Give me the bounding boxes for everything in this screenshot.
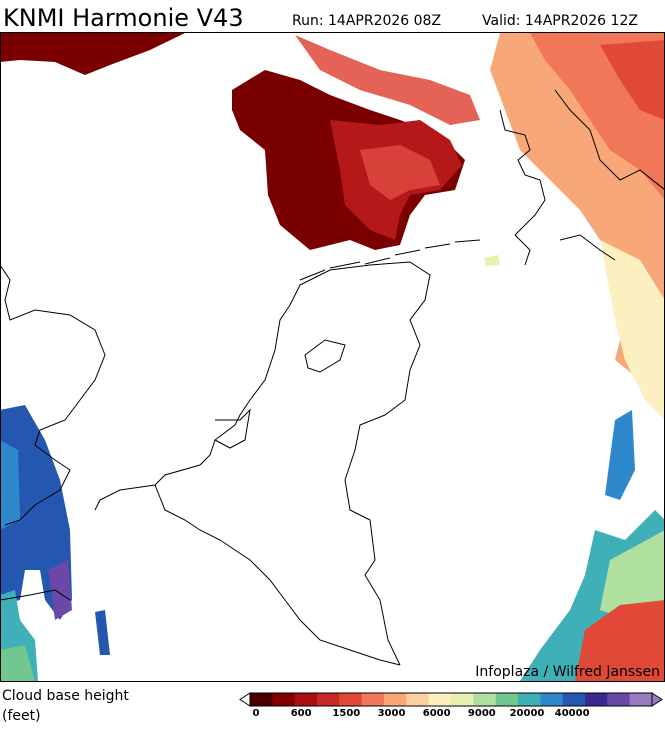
map: Infoplaza / Wilfred Janssen (0, 32, 665, 682)
colorbar-swatch (451, 693, 474, 706)
colorbar-swatch (406, 693, 429, 706)
valid-time: Valid: 14APR2026 12Z (482, 13, 638, 29)
colorbar-swatch (540, 693, 563, 706)
colorbar-tick-label: 0 (253, 708, 260, 719)
colorbar-swatch (339, 693, 362, 706)
colorbar-tick-label: 6000 (423, 708, 451, 719)
cloud-area (1, 645, 35, 681)
colorbar-swatch (384, 693, 407, 706)
coastlines (1, 89, 664, 666)
cloud-area (600, 40, 664, 120)
credit: Infoplaza / Wilfred Janssen (475, 664, 660, 680)
colorbar-tick-label: 9000 (468, 708, 496, 719)
legend-label: Cloud base height (2, 688, 129, 704)
colorbar-swatch (495, 693, 519, 706)
colorbar: 0 600 1500 3000 6000 9000 20000 40000 (239, 692, 663, 719)
cloud-area (95, 610, 110, 655)
cloud-area (605, 410, 635, 500)
colorbar-swatch (629, 693, 653, 706)
cloud-area (600, 530, 664, 620)
run-time: Run: 14APR2026 08Z (292, 13, 441, 29)
colorbar-tick-label: 40000 (555, 708, 590, 719)
cloud-area (1, 405, 72, 620)
cloud-area (295, 35, 480, 125)
colorbar-tick-label: 1500 (332, 708, 360, 719)
cloud-area (575, 600, 664, 681)
cloud-area (600, 240, 664, 419)
colorbar-swatch (562, 693, 586, 706)
legend-unit: (feet) (2, 708, 41, 724)
colorbar-swatch (428, 693, 452, 706)
cloud-area (1, 33, 185, 75)
colorbar-frame (249, 692, 653, 707)
colorbar-swatch (585, 693, 608, 706)
colorbar-swatch (272, 693, 295, 706)
colorbar-swatch (361, 693, 385, 706)
colorbar-tick-label: 600 (291, 708, 312, 719)
cloud-area (360, 145, 440, 200)
cloud-area (484, 255, 500, 266)
cloud-area (1, 440, 20, 530)
title: KNMI Harmonie V43 (3, 4, 244, 32)
colorbar-swatch (607, 693, 630, 706)
colorbar-swatch (294, 693, 318, 706)
colorbar-tick-label: 3000 (378, 708, 406, 719)
cloud-area (48, 560, 72, 620)
colorbar-swatch (518, 693, 541, 706)
colorbar-tick-label: 20000 (510, 708, 545, 719)
colorbar-swatch (317, 693, 340, 706)
colorbar-swatch (250, 693, 273, 706)
cloud-fields (1, 33, 664, 681)
colorbar-swatch (473, 693, 496, 706)
